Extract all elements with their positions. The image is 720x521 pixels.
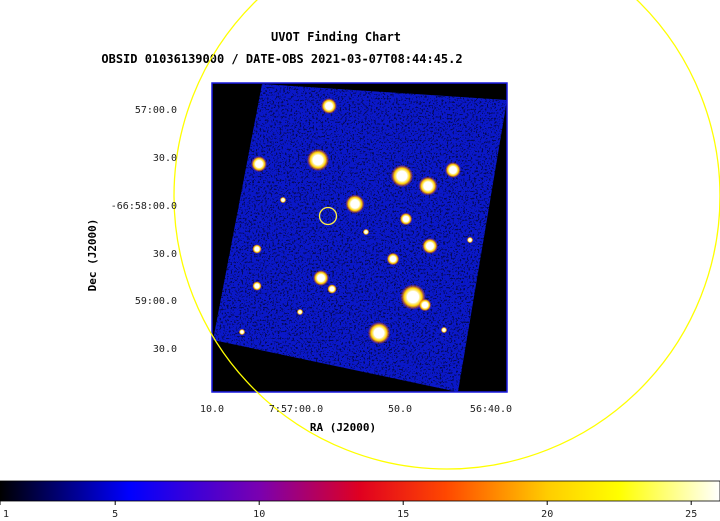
colorbar-tick-label: 20 — [541, 509, 553, 520]
source — [423, 181, 433, 191]
colorbar: 1 5 10 15 20 25 — [0, 480, 720, 520]
target-marker — [318, 206, 338, 226]
source — [254, 246, 260, 252]
source — [396, 170, 408, 182]
x-tick-label: 7:57:00.0 — [269, 404, 323, 415]
source — [329, 286, 335, 292]
source — [312, 154, 324, 166]
source — [240, 330, 244, 334]
exposure-region — [213, 84, 507, 392]
colorbar-tick-label: 5 — [112, 509, 118, 520]
source — [325, 102, 333, 110]
source — [426, 242, 434, 250]
field-of-view-circle — [173, 0, 720, 470]
source — [255, 160, 263, 168]
colorbar-tick-label: 15 — [397, 509, 409, 520]
source — [468, 238, 472, 242]
colorbar-tick-label: 1 — [3, 509, 9, 520]
y-tick-label: 30.0 — [153, 153, 177, 164]
y-tick-label: -66:58:00.0 — [111, 201, 177, 212]
source — [403, 216, 409, 222]
source — [364, 230, 368, 234]
x-tick-label: 50.0 — [388, 404, 412, 415]
y-tick-label: 30.0 — [153, 249, 177, 260]
source — [317, 274, 325, 282]
x-tick-label: 10.0 — [200, 404, 224, 415]
y-tick-label: 57:00.0 — [135, 105, 177, 116]
source — [373, 327, 385, 339]
source — [407, 291, 419, 303]
x-axis-label: RA (J2000) — [310, 421, 376, 434]
source — [390, 256, 396, 262]
source — [298, 310, 302, 314]
source — [442, 328, 446, 332]
chart-title: UVOT Finding Chart — [271, 30, 401, 44]
star-field — [238, 98, 474, 345]
x-axis-ticks: 10.0 7:57:00.0 50.0 56:40.0 — [200, 404, 512, 415]
y-axis-label: Dec (J2000) — [86, 219, 99, 292]
y-tick-label: 59:00.0 — [135, 296, 177, 307]
source — [449, 166, 457, 174]
colorbar-tick-label: 10 — [253, 509, 265, 520]
colorbar-tick-label: 25 — [685, 509, 697, 520]
colorbar-ticks: 1 5 10 15 20 25 — [0, 501, 697, 520]
chart-subtitle: OBSID 01036139000 / DATE-OBS 2021-03-07T… — [101, 52, 462, 66]
y-tick-label: 30.0 — [153, 344, 177, 355]
source — [350, 199, 360, 209]
y-axis-ticks: 57:00.0 30.0 -66:58:00.0 30.0 59:00.0 30.0 — [111, 105, 177, 355]
image-frame — [211, 82, 508, 393]
source — [281, 198, 285, 202]
source — [254, 283, 260, 289]
source — [422, 302, 428, 308]
x-tick-label: 56:40.0 — [470, 404, 512, 415]
